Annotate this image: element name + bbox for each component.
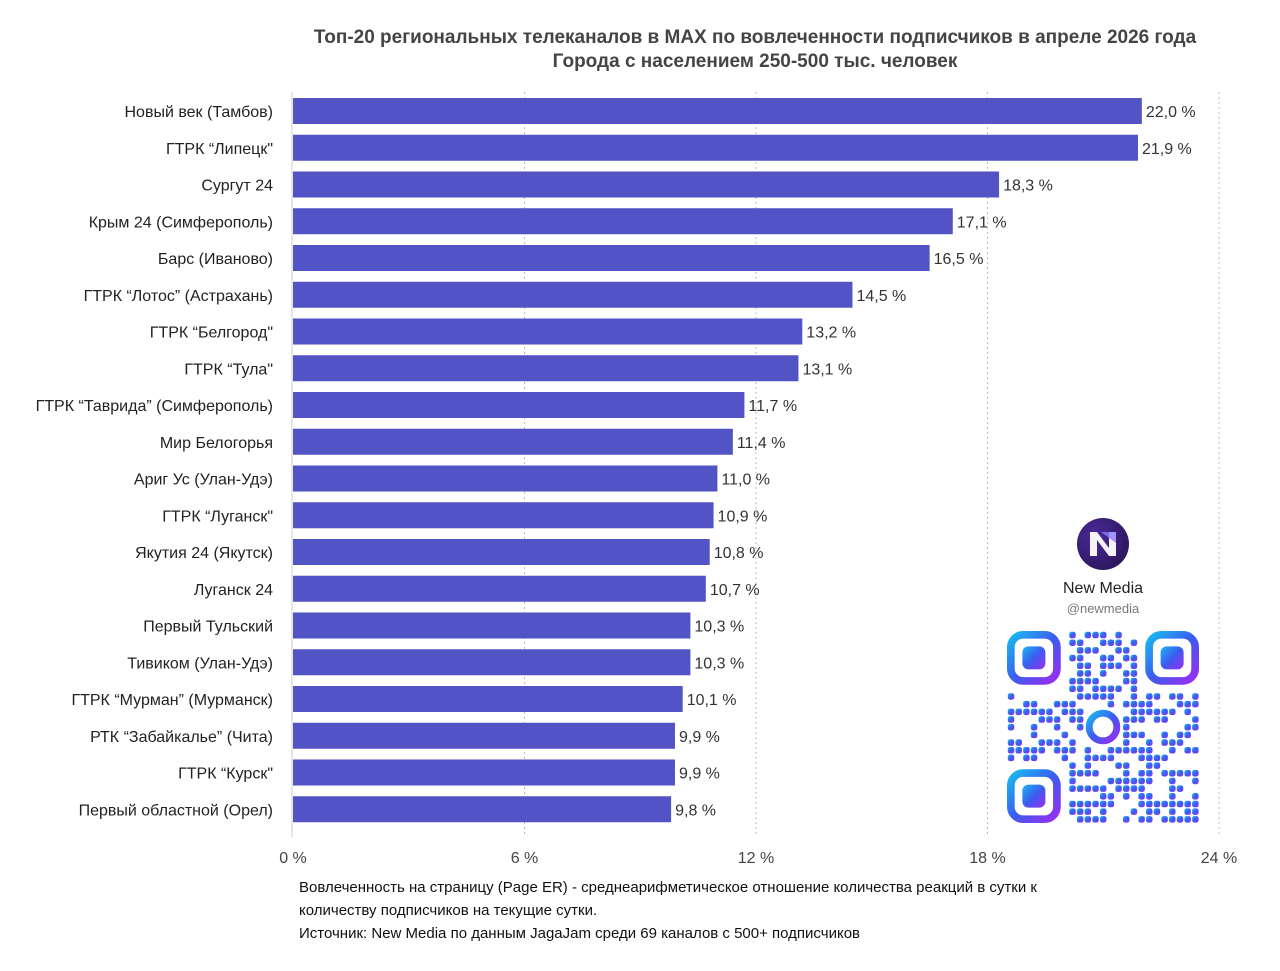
- brand-handle[interactable]: @newmedia: [1066, 601, 1140, 616]
- chart-title: Топ-20 региональных телеканалов в MAX по…: [250, 26, 1260, 74]
- value-label: 18,3 %: [1003, 178, 1053, 195]
- footnote-line2: количеству подписчиков на текущие сутки.: [299, 902, 598, 919]
- value-label: 11,4 %: [737, 435, 786, 452]
- value-label: 13,2 %: [806, 325, 856, 342]
- chart-grid: [291, 92, 1220, 837]
- category-label: ГТРК “Мурман” (Мурманск): [71, 692, 273, 709]
- bar-chart: Новый век (Тамбов) ГТРК “Липецк" Сургут 24…: [36, 92, 1237, 867]
- value-label: 13,1 %: [802, 361, 852, 378]
- value-labels: 22,0 % 21,9 % 18,3 % 17,1 % 16,5 % 14,5 % 13,2…: [675, 104, 1196, 819]
- value-label: 16,5 %: [934, 251, 984, 268]
- category-label: ГТРК “Таврида” (Симферополь): [36, 398, 273, 415]
- category-label: Первый областной (Орел): [79, 802, 273, 819]
- x-tick-label: 6 %: [511, 850, 539, 867]
- footnote-source: Источник: New Media по данным JagaJam ср…: [299, 925, 860, 942]
- value-label: 10,3 %: [694, 655, 744, 672]
- value-label: 9,9 %: [679, 729, 720, 746]
- value-label: 10,7 %: [710, 582, 760, 599]
- bar: [293, 612, 691, 639]
- category-label: ГТРК “Белгород": [150, 325, 273, 342]
- category-label: ГТРК “Курск": [178, 766, 273, 783]
- category-label: Сургут 24: [201, 178, 273, 195]
- bar: [293, 428, 733, 455]
- category-label: Новый век (Тамбов): [125, 104, 274, 121]
- value-label: 10,8 %: [714, 545, 764, 562]
- category-label: Мир Белогорья: [160, 435, 273, 452]
- bar: [293, 392, 745, 418]
- new-media-logo-icon: [1077, 518, 1129, 570]
- value-label: 10,9 %: [718, 508, 768, 525]
- bar: [293, 686, 683, 712]
- chart-bars: [293, 98, 1142, 823]
- category-label: Ариг Ус (Улан-Удэ): [134, 472, 273, 489]
- bar: [293, 649, 691, 676]
- bar: [293, 245, 930, 271]
- value-label: 10,1 %: [687, 692, 737, 709]
- brand-name: New Media: [1062, 580, 1144, 597]
- category-labels: Новый век (Тамбов) ГТРК “Липецк" Сургут 24…: [36, 104, 273, 819]
- bar: [293, 722, 675, 749]
- category-label: РТК “Забайкалье” (Чита): [90, 729, 273, 746]
- bar: [293, 575, 706, 602]
- value-label: 17,1 %: [957, 214, 1007, 231]
- brand-block: New Media @newmedia: [1000, 518, 1206, 616]
- bar: [293, 171, 1000, 198]
- value-label: 14,5 %: [856, 288, 906, 305]
- footnote-line1: Вовлеченность на страницу (Page ER) - ср…: [299, 879, 1037, 896]
- x-tick-label: 18 %: [969, 850, 1005, 867]
- bar: [293, 281, 853, 308]
- chart-subtitle: Города с населением 250-500 тыс. человек: [552, 51, 958, 72]
- bar: [293, 796, 672, 823]
- bar: [293, 465, 718, 492]
- bar: [293, 98, 1142, 124]
- value-label: 9,8 %: [675, 802, 716, 819]
- bar: [293, 355, 799, 382]
- value-label: 10,3 %: [694, 619, 744, 636]
- bar: [293, 134, 1138, 161]
- value-label: 21,9 %: [1142, 141, 1192, 158]
- x-axis-ticks: 0 % 6 % 12 % 18 % 24 %: [279, 850, 1237, 867]
- value-label: 9,9 %: [679, 766, 720, 783]
- category-label: ГТРК “Тула": [184, 361, 273, 378]
- category-label: Якутия 24 (Якутск): [135, 545, 273, 562]
- bar: [293, 539, 710, 565]
- category-label: Тивиком (Улан-Удэ): [127, 655, 273, 672]
- category-label: ГТРК “Лотос” (Астрахань): [84, 288, 273, 305]
- category-label: Крым 24 (Симферополь): [89, 214, 273, 231]
- x-tick-label: 12 %: [738, 850, 774, 867]
- value-label: 11,7 %: [748, 398, 797, 415]
- qr-code-icon: [1007, 631, 1199, 823]
- x-tick-label: 24 %: [1201, 850, 1237, 867]
- bar: [293, 318, 803, 345]
- category-label: ГТРК “Луганск": [162, 508, 273, 525]
- category-label: Первый Тульский: [143, 619, 273, 636]
- footnote: Вовлеченность на страницу (Page ER) - ср…: [299, 876, 1139, 945]
- value-label: 11,0 %: [721, 472, 770, 489]
- bar: [293, 502, 714, 529]
- chart-title-line1: Топ-20 региональных телеканалов в MAX по…: [313, 27, 1197, 48]
- category-label: ГТРК “Липецк": [166, 141, 273, 158]
- bar: [293, 208, 953, 235]
- category-label: Барс (Иваново): [158, 251, 273, 268]
- x-tick-label: 0 %: [279, 850, 307, 867]
- bar: [293, 759, 675, 786]
- category-label: Луганск 24: [194, 582, 273, 599]
- value-label: 22,0 %: [1146, 104, 1196, 121]
